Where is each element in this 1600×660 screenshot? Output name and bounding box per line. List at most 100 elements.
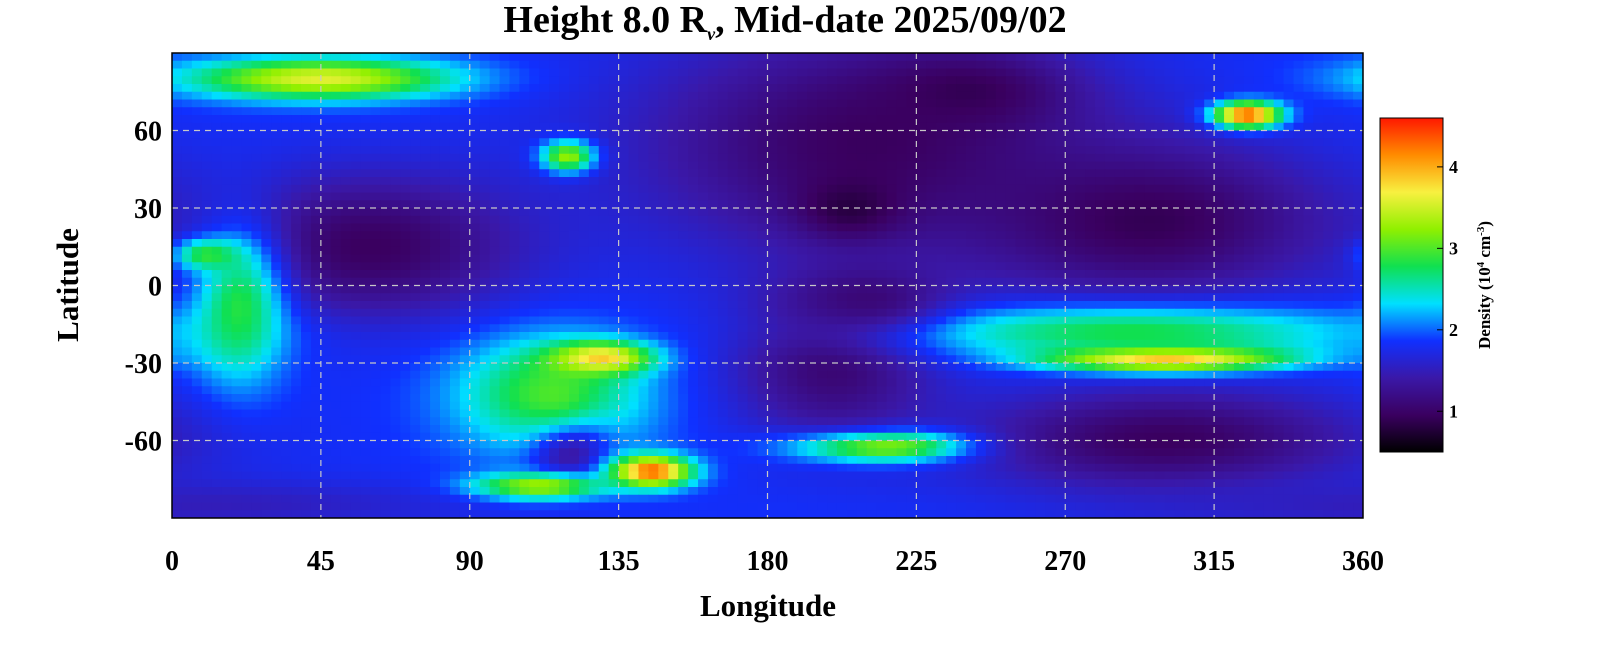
heatmap-cell (638, 192, 650, 201)
heatmap-cell (757, 246, 769, 256)
heatmap-cell (489, 262, 501, 271)
heatmap-cell (1154, 68, 1166, 77)
heatmap-cell (648, 60, 659, 70)
heatmap-cell (1184, 270, 1195, 279)
heatmap-cell (1055, 153, 1066, 163)
heatmap-cell (688, 53, 699, 62)
heatmap-cell (549, 91, 560, 101)
heatmap-cell (966, 177, 977, 186)
heatmap-cell (181, 192, 193, 201)
heatmap-cell (638, 161, 650, 170)
heatmap-cell (1104, 60, 1116, 70)
heatmap-cell (628, 347, 640, 356)
heatmap-cell (271, 339, 282, 349)
heatmap-cell (876, 324, 888, 333)
heatmap-cell (1075, 153, 1086, 163)
heatmap-cell (1065, 262, 1076, 271)
heatmap-cell (1313, 115, 1324, 124)
heatmap-cell (737, 192, 749, 201)
heatmap-cell (717, 76, 729, 85)
heatmap-cell (1045, 122, 1056, 132)
heatmap-cell (827, 339, 838, 349)
heatmap-cell (896, 60, 908, 70)
heatmap-cell (569, 308, 580, 318)
heatmap-cell (737, 130, 749, 139)
heatmap-cell (678, 184, 689, 194)
heatmap-cell (181, 177, 193, 186)
heatmap-cell (1144, 293, 1156, 302)
heatmap-cell (578, 355, 590, 364)
heatmap-cell (1343, 68, 1354, 77)
heatmap-cell (946, 177, 957, 186)
heatmap-cell (1253, 115, 1265, 124)
heatmap-cell (717, 130, 729, 139)
heatmap-cell (221, 208, 233, 217)
heatmap-cell (1035, 200, 1046, 209)
heatmap-cell (797, 60, 808, 70)
heatmap-cell (638, 177, 650, 186)
heatmap-cell (1283, 107, 1295, 116)
heatmap-cell (717, 239, 729, 248)
heatmap-cell (1065, 293, 1076, 302)
heatmap-cell (886, 301, 898, 310)
heatmap-cell (648, 215, 659, 225)
heatmap-cell (439, 53, 451, 62)
heatmap-cell (519, 223, 530, 232)
heatmap-cell (221, 254, 233, 263)
heatmap-cell (291, 138, 302, 147)
heatmap-cell (797, 53, 808, 62)
heatmap-cell (181, 68, 193, 77)
heatmap-cell (985, 60, 997, 70)
heatmap-cell (946, 277, 957, 287)
heatmap-cell (291, 277, 302, 287)
heatmap-cell (340, 208, 352, 217)
heatmap-cell (370, 308, 382, 318)
heatmap-cell (370, 138, 382, 147)
heatmap-cell (1075, 316, 1086, 325)
heatmap-cell (509, 192, 520, 201)
heatmap-cell (251, 239, 262, 248)
heatmap-cell (1323, 146, 1334, 155)
heatmap-cell (1204, 60, 1215, 70)
heatmap-cell (370, 146, 382, 155)
heatmap-cell (588, 308, 600, 318)
heatmap-cell (1194, 138, 1205, 147)
heatmap-cell (678, 285, 689, 294)
heatmap-cell (231, 355, 243, 364)
heatmap-cell (717, 169, 729, 178)
heatmap-cell (420, 293, 431, 302)
heatmap-cell (598, 324, 610, 333)
heatmap-cell (400, 301, 411, 310)
heatmap-cell (588, 254, 600, 263)
heatmap-cell (191, 370, 203, 380)
heatmap-cell (747, 161, 759, 170)
heatmap-cell (281, 239, 292, 248)
heatmap-cell (698, 208, 709, 217)
heatmap-cell (906, 231, 917, 240)
heatmap-cell (757, 293, 769, 302)
heatmap-cell (1154, 200, 1166, 209)
heatmap-cell (1194, 200, 1205, 209)
heatmap-cell (549, 223, 560, 232)
heatmap-cell (271, 60, 282, 70)
heatmap-cell (807, 76, 818, 85)
heatmap-cell (430, 153, 441, 163)
heatmap-cell (678, 146, 689, 155)
heatmap-cell (698, 293, 709, 302)
heatmap-cell (628, 76, 640, 85)
heatmap-cell (1144, 339, 1156, 349)
heatmap-cell (797, 339, 808, 349)
heatmap-cell (698, 53, 709, 62)
heatmap-cell (330, 270, 342, 279)
heatmap-cell (1204, 161, 1215, 170)
heatmap-cell (301, 184, 312, 194)
heatmap-cell (658, 339, 669, 349)
heatmap-cell (509, 270, 520, 279)
heatmap-cell (201, 355, 213, 364)
heatmap-cell (509, 347, 520, 356)
heatmap-cell (1005, 339, 1017, 349)
heatmap-cell (936, 339, 947, 349)
heatmap-cell (856, 270, 868, 279)
heatmap-cell (1055, 277, 1066, 287)
heatmap-cell (1184, 239, 1195, 248)
